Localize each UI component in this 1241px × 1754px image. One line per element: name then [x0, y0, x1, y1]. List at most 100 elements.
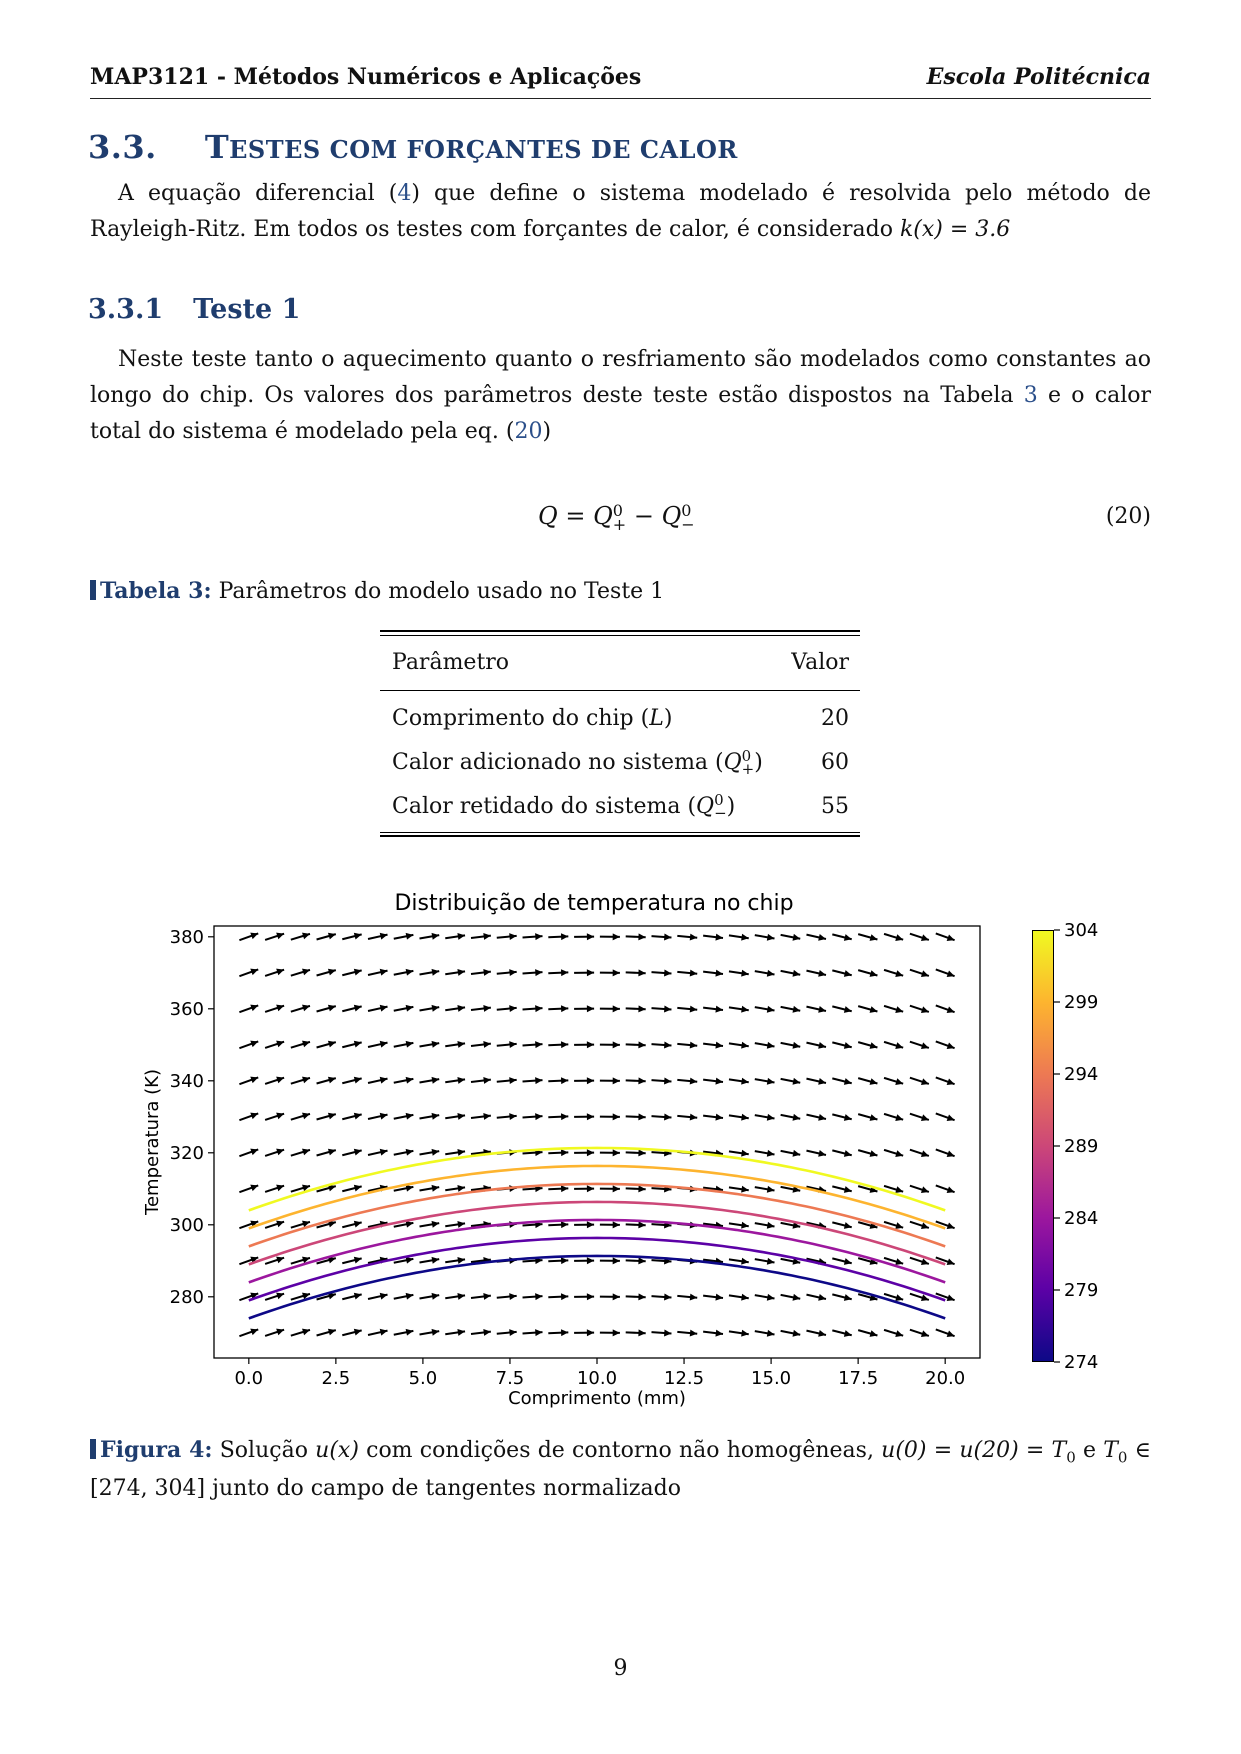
- tangent-arrow: [470, 1041, 491, 1048]
- tangent-arrow: [290, 1004, 311, 1013]
- tangent-arrow: [470, 933, 491, 940]
- section-title-rest: ESTES COM FORÇANTES DE CALOR: [229, 135, 738, 164]
- tangent-arrow: [909, 1328, 930, 1337]
- x-tick-label: 2.5: [322, 1368, 351, 1389]
- tangent-arrow: [832, 1329, 852, 1337]
- tangent-arrow: [264, 968, 285, 977]
- tangent-arrow: [445, 1076, 466, 1084]
- equation-ref-link[interactable]: 4: [397, 181, 412, 206]
- fc-sub1: 0: [1117, 1448, 1128, 1467]
- tangent-arrow: [677, 1077, 698, 1085]
- x-tick-label: 7.5: [496, 1368, 525, 1389]
- subsection-number: 3.3.1: [88, 294, 164, 325]
- solution-curve: [248, 1182, 946, 1248]
- colorbar: [1032, 930, 1054, 1362]
- x-tick-label: 10.0: [577, 1368, 617, 1389]
- tangent-arrow: [548, 969, 569, 977]
- equation-20-ref-link[interactable]: 20: [514, 419, 543, 444]
- y-tick-label: 340: [170, 1071, 204, 1092]
- colorbar-tick-label: 274: [1064, 1352, 1098, 1373]
- tangent-arrow: [806, 1149, 827, 1157]
- eq-minus: −: [633, 502, 654, 530]
- tangent-arrow: [909, 1292, 930, 1301]
- tangent-arrow: [703, 969, 724, 977]
- row-sym: Q: [723, 750, 742, 775]
- header-rule: [90, 98, 1151, 99]
- tangent-arrow: [599, 1257, 620, 1265]
- tangent-arrow: [367, 1292, 388, 1300]
- colorbar-tick-label: 299: [1064, 992, 1098, 1013]
- header-course-title: MAP3121 - Métodos Numéricos e Aplicações: [90, 64, 642, 90]
- tangent-arrow: [754, 969, 775, 977]
- tangent-arrow: [264, 1220, 285, 1229]
- tangent-arrow: [239, 1220, 259, 1230]
- tangent-arrow: [780, 1257, 801, 1265]
- tangent-arrow: [935, 1004, 955, 1014]
- tangent-arrow: [316, 1076, 337, 1085]
- y-tick-label: 360: [170, 999, 204, 1020]
- tangent-arrow: [445, 1004, 466, 1012]
- x-tick-label: 0.0: [234, 1368, 263, 1389]
- tangent-arrow: [419, 1184, 440, 1192]
- para1-math: k(x) = 3.6: [899, 217, 1011, 242]
- tangent-arrow: [548, 1149, 569, 1157]
- eq-sub-minus: −: [681, 514, 695, 534]
- table-value-heat-added: 60: [821, 750, 849, 775]
- tangent-field: [239, 932, 955, 1338]
- row-sub: +: [741, 760, 755, 778]
- tangent-arrow: [393, 1220, 414, 1228]
- tangent-arrow: [677, 969, 698, 977]
- row-close: ): [726, 794, 736, 819]
- tangent-arrow: [883, 1040, 904, 1049]
- tangent-arrow: [574, 1113, 595, 1121]
- tangent-arrow: [342, 1040, 362, 1049]
- tangent-arrow: [574, 969, 595, 977]
- tangent-arrow: [935, 932, 955, 942]
- tangent-arrow: [909, 1112, 930, 1121]
- tangent-arrow: [264, 1184, 285, 1193]
- tangent-arrow: [703, 933, 724, 941]
- tangent-arrow: [728, 1329, 749, 1337]
- tangent-arrow: [651, 969, 672, 977]
- page-number: 9: [613, 1656, 628, 1681]
- para2-text-b: e o calor total do sistema é modelado pe…: [90, 383, 1152, 444]
- tangent-arrow: [470, 1329, 491, 1336]
- tangent-arrow: [342, 1148, 362, 1157]
- solution-curve: [248, 1146, 946, 1212]
- tangent-arrow: [445, 1292, 466, 1300]
- tangent-arrow: [909, 968, 930, 977]
- subsection-heading: 3.3.1 Teste 1: [88, 294, 300, 325]
- tangent-arrow: [780, 969, 801, 977]
- tangent-arrow: [445, 932, 466, 940]
- table-ref-link[interactable]: 3: [1023, 383, 1038, 408]
- tangent-arrow: [832, 1041, 852, 1049]
- tangent-arrow: [599, 1113, 620, 1121]
- table-bottom-rule: [380, 835, 860, 837]
- tangent-arrow: [754, 1005, 775, 1013]
- tangent-arrow: [909, 1184, 930, 1193]
- tangent-arrow: [393, 1076, 414, 1084]
- x-tick-label: 15.0: [751, 1368, 791, 1389]
- tangent-arrow: [728, 1257, 749, 1265]
- colorbar-tick-label: 284: [1064, 1208, 1098, 1229]
- tangent-arrow: [367, 932, 388, 940]
- tangent-arrow: [754, 1293, 775, 1301]
- fc-text3: e: [1075, 1438, 1104, 1463]
- row-sym: Q: [696, 794, 715, 819]
- tangent-arrow: [651, 1041, 672, 1049]
- tangent-arrow: [290, 1148, 311, 1157]
- colorbar-tick-label: 304: [1064, 920, 1098, 941]
- tangent-arrow: [290, 1256, 311, 1265]
- fc-sub0: 0: [1066, 1448, 1076, 1467]
- y-axis-label: Temperatura (K): [142, 1069, 163, 1216]
- tangent-arrow: [832, 1257, 852, 1265]
- tangent-arrow: [883, 1184, 904, 1193]
- tangent-arrow: [445, 1112, 466, 1120]
- tangent-arrow: [367, 1112, 388, 1120]
- tangent-arrow: [883, 1148, 904, 1157]
- tangent-arrow: [806, 933, 827, 941]
- table-value-length: 20: [821, 706, 849, 731]
- tangent-arrow: [522, 1041, 543, 1049]
- tangent-arrow: [728, 1293, 749, 1301]
- tangent-arrow: [290, 1328, 311, 1337]
